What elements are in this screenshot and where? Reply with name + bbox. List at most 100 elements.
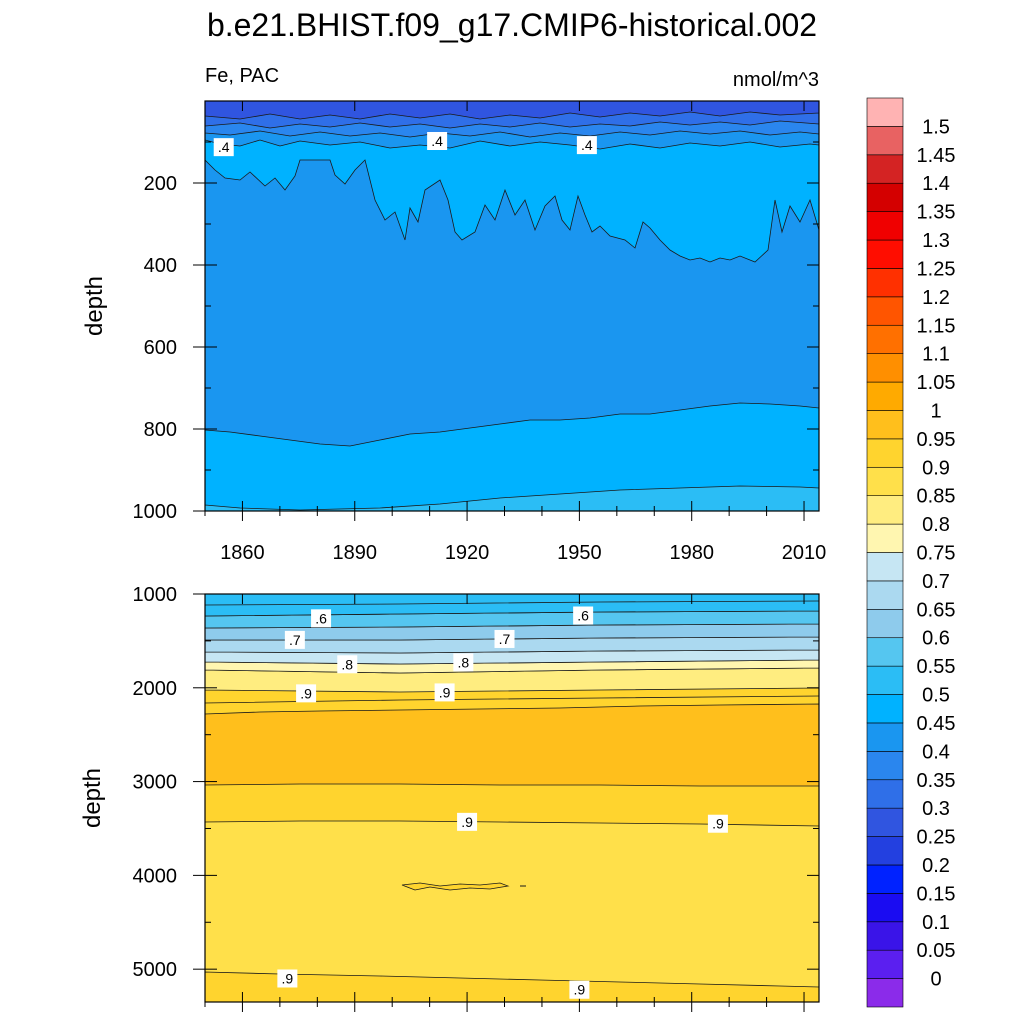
contour-label-bg [296,684,317,703]
colorbar-box [866,864,904,894]
contour-label-bg [573,606,594,625]
colorbar-box [866,438,904,468]
colorbar-box [866,239,904,269]
colorbar-label: 0.9 [922,457,950,479]
contour-label: .4 [581,137,593,153]
upper-panel: 200 400 600 800 1000 depth [81,100,820,523]
contour-label-bg [427,132,448,150]
colorbar-label: 0.6 [922,628,950,650]
x-tick-label: 1920 [445,542,490,564]
y-tick-label: 4000 [133,865,178,887]
colorbar-box [866,580,904,610]
colorbar-label: 0.4 [922,741,950,763]
contour-label: .9 [439,684,451,700]
colorbar-label: 0.5 [922,685,950,707]
contour-label: .7 [499,631,511,647]
colorbar-box [866,722,904,752]
colorbar-box [866,154,904,184]
colorbar-label: 0.35 [917,770,956,792]
colorbar-box [866,523,904,553]
contour-label: .4 [218,139,230,155]
colorbar-box [866,381,904,411]
colorbar-label: 1.3 [922,230,950,252]
colorbar-label: 1.05 [917,372,956,394]
colorbar-label: 1.5 [922,116,950,138]
colorbar-box [866,779,904,809]
contour-label-bg [457,812,478,831]
contour-label-bg [434,683,455,702]
lower-frame [204,593,820,1003]
lower-contour-05 [205,600,819,606]
contour-label-bg [707,814,728,833]
upper-contour-025 [205,101,819,120]
colorbar-label: 1.45 [917,145,956,167]
contour-label: .6 [315,610,327,626]
colorbar-box [866,921,904,951]
colorbar-label: 0.25 [917,827,956,849]
colorbar-box [866,637,904,667]
colorbar-label: 0.85 [917,486,956,508]
colorbar-box [866,324,904,354]
contour-label: .6 [577,608,589,624]
upper-contour-05-bottom [205,485,819,511]
colorbar-label: 1.1 [922,344,950,366]
colorbar-label: 0.7 [922,571,950,593]
colorbar-box [866,552,904,582]
colorbar-label: 0.15 [917,883,956,905]
contour-label-bg [337,655,358,674]
colorbar-label: 0.3 [922,798,950,820]
contour-label-bg [453,653,474,672]
colorbar-label: 0 [930,969,941,991]
contour-label-bg [277,969,298,988]
colorbar-box [866,978,904,1008]
y-tick-label: 200 [144,173,177,195]
contour-label: .8 [341,656,353,672]
lower-band-055 [205,594,819,617]
colorbar-label: 0.95 [917,429,956,451]
lower-panel: 1000 2000 3000 4000 5000 depth [79,584,820,1012]
contour-label: .4 [431,133,443,149]
y-tick-label: 1000 [133,501,178,523]
lower-closed-contour [401,882,510,891]
contour-label-bg [569,980,590,999]
contour-label-bg [311,609,332,628]
colorbar-label: 1.2 [922,287,950,309]
upper-contour-045-bottom [205,402,819,511]
contour-label: .9 [300,685,312,701]
colorbar-label: 0.1 [922,912,950,934]
colorbar-box [866,182,904,212]
lower-band-09-bottom [205,971,819,1002]
x-tick-label: 2010 [782,542,827,564]
contour-label: .8 [457,654,469,670]
contour-label: .7 [289,632,301,648]
colorbar-label: 0.05 [917,940,956,962]
variable-label: Fe, PAC [205,65,279,87]
contour-label: .9 [712,816,724,832]
colorbar-label: 1 [930,400,941,422]
colorbar-box [866,609,904,639]
colorbar-box [866,466,904,496]
colorbar-label: 0.2 [922,855,950,877]
y-tick-label: 800 [144,419,177,441]
y-tick-label: 1000 [133,584,178,606]
colorbar-box [866,97,904,127]
colorbar-label: 0.45 [917,713,956,735]
contour-label-bg [284,630,305,649]
colorbar-box [866,268,904,298]
upper-ylabel: depth [81,276,108,336]
contour-label-bg [576,136,597,155]
contour-label: .9 [461,814,473,830]
x-tick-label: 1890 [333,542,378,564]
colorbar-label: 0.75 [917,543,956,565]
colorbar-box [866,353,904,383]
colorbar-box [866,665,904,695]
colorbar-box [866,410,904,440]
lower-band-095 [205,703,819,787]
colorbar-label: 0.65 [917,599,956,621]
colorbar-box [866,211,904,241]
contour-label: .9 [574,982,586,998]
colorbar-box [866,836,904,866]
colorbar-label: 1.4 [922,173,950,195]
y-tick-label: 400 [144,255,177,277]
